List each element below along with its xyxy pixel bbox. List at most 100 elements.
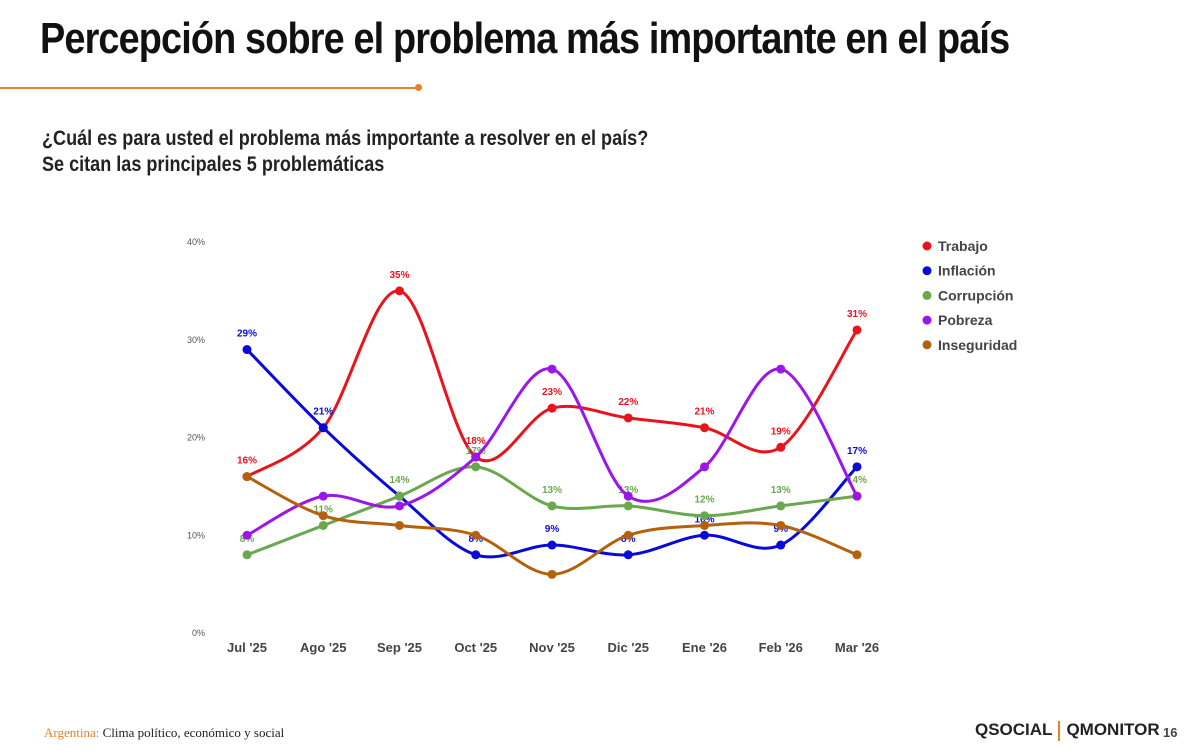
- data-point: [700, 462, 709, 472]
- question: ¿Cuál es para usted el problema más impo…: [42, 127, 649, 150]
- legend-label: Pobreza: [938, 312, 993, 328]
- data-point: [776, 364, 786, 374]
- data-point: [700, 530, 709, 540]
- data-label: 31%: [847, 309, 867, 320]
- data-label: 9%: [545, 524, 560, 535]
- data-point: [852, 462, 862, 472]
- legend-label: Inflación: [938, 263, 996, 279]
- legend-label: Trabajo: [938, 238, 988, 254]
- page-number: 16: [1163, 725, 1178, 740]
- legend-label: Corrupción: [938, 287, 1013, 303]
- data-point: [547, 569, 557, 579]
- legend-marker: [922, 266, 932, 276]
- data-label: 21%: [694, 407, 714, 418]
- data-label: 14%: [389, 475, 409, 486]
- legend-marker: [922, 315, 932, 325]
- x-tick-label: Feb '26: [759, 640, 803, 655]
- x-tick-label: Mar '26: [835, 640, 879, 655]
- data-point: [547, 501, 557, 511]
- data-point: [623, 501, 633, 511]
- data-point: [395, 520, 404, 530]
- data-point: [700, 511, 709, 521]
- x-tick-label: Ene '26: [682, 640, 727, 655]
- x-tick-label: Sep '25: [377, 640, 422, 655]
- data-point: [318, 520, 328, 530]
- legend-marker: [922, 290, 932, 300]
- y-tick-label: 20%: [187, 433, 205, 443]
- data-point: [700, 423, 709, 433]
- y-tick-label: 0%: [192, 628, 205, 638]
- footer-topic: Clima político, económico y social: [102, 725, 285, 740]
- data-point: [623, 550, 633, 560]
- x-tick-label: Dic '25: [608, 640, 649, 655]
- data-point: [471, 530, 481, 540]
- qsocial-logo: QSOCIAL: [975, 720, 1053, 739]
- data-point: [776, 501, 786, 511]
- data-label: 29%: [237, 329, 257, 340]
- data-point: [547, 403, 557, 413]
- legend-marker: [922, 340, 932, 350]
- line-chart: 0% 10% 20% 30% 40% Jul '25 Ago '25 Sep '25 Oct '…: [187, 237, 1017, 655]
- data-point: [547, 540, 557, 550]
- legend-marker: [922, 241, 932, 251]
- data-point: [547, 364, 557, 374]
- y-tick-label: 40%: [187, 237, 205, 247]
- data-point: [623, 413, 633, 423]
- data-point: [318, 511, 328, 521]
- divider: [0, 87, 418, 89]
- data-point: [623, 530, 633, 540]
- data-point: [852, 491, 862, 501]
- y-tick-label: 30%: [187, 335, 205, 345]
- x-tick-label: Oct '25: [454, 640, 497, 655]
- data-point: [395, 491, 404, 501]
- footer-country: Argentina:: [44, 725, 100, 740]
- data-point: [700, 520, 709, 530]
- x-tick-label: Jul '25: [227, 640, 267, 655]
- data-point: [318, 423, 328, 433]
- data-point: [623, 491, 633, 501]
- x-tick-label: Ago '25: [300, 640, 346, 655]
- data-label: 16%: [237, 456, 257, 467]
- data-label: 11%: [314, 504, 334, 515]
- data-point: [471, 462, 481, 472]
- data-point: [242, 472, 252, 482]
- legend-label: Inseguridad: [938, 337, 1017, 353]
- x-tick-label: Nov '25: [529, 640, 575, 655]
- data-point: [242, 550, 252, 560]
- data-label: 14%: [847, 475, 867, 486]
- data-label: 23%: [542, 387, 562, 398]
- subtitle: ¿Cuál es para usted el problema más impo…: [42, 126, 648, 178]
- data-label: 22%: [618, 397, 638, 408]
- data-label: 13%: [618, 485, 638, 496]
- data-point: [242, 530, 252, 540]
- data-point: [242, 345, 252, 355]
- data-point: [395, 501, 404, 511]
- data-label: 13%: [542, 485, 562, 496]
- data-label: 12%: [694, 495, 714, 506]
- data-point: [395, 286, 404, 296]
- data-label: 17%: [466, 446, 486, 457]
- data-label: 19%: [771, 426, 791, 437]
- note: Se citan las principales 5 problemáticas: [42, 153, 385, 176]
- y-tick-label: 10%: [187, 530, 205, 540]
- footer: Argentina: Clima político, económico y s…: [44, 725, 284, 741]
- data-point: [852, 325, 862, 335]
- data-point: [471, 452, 481, 462]
- data-label: 13%: [771, 485, 791, 496]
- series-line-trabajo: [246, 289, 859, 478]
- data-point: [471, 550, 481, 560]
- data-point: [318, 491, 328, 501]
- data-label: 35%: [389, 270, 409, 281]
- series-line-pobreza: [246, 367, 859, 537]
- divider-dot: [415, 84, 422, 91]
- data-point: [852, 550, 862, 560]
- qmonitor-logo: QMONITOR: [1066, 720, 1160, 739]
- data-label: 17%: [847, 446, 867, 457]
- data-label: 18%: [466, 436, 486, 447]
- data-point: [776, 442, 786, 452]
- data-point: [776, 520, 786, 530]
- data-point: [776, 540, 786, 550]
- logos: QSOCIAL QMONITOR: [975, 720, 1160, 741]
- data-label: 21%: [313, 407, 333, 418]
- page-title: Percepción sobre el problema más importa…: [40, 14, 1010, 63]
